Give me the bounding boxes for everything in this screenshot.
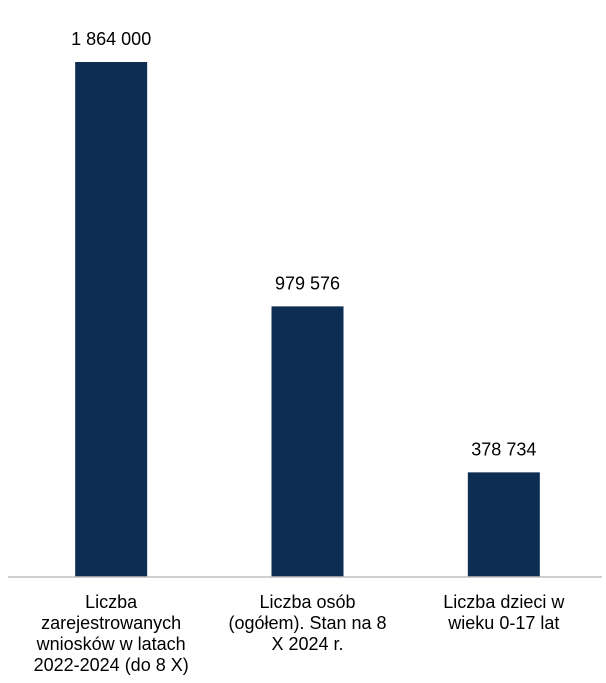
value-labels-group: 1 864 000 979 576 378 734 [71,29,536,459]
category-label-line: wieku 0-17 lat [447,613,559,633]
category-labels-group: Liczba zarejestrowanych wniosków w latach 2… [34,592,566,675]
bar-1 [75,62,148,577]
category-label-3: Liczba dzieci w wieku 0-17 lat [443,592,565,633]
category-label-line: 2022-2024 (do 8 X) [34,655,189,675]
bars-group [75,62,540,577]
bar-2 [271,306,344,577]
category-label-line: X 2024 r. [271,634,343,654]
bar-3 [467,472,540,577]
category-label-line: (ogółem). Stan na 8 [228,613,386,633]
data-label-2: 979 576 [275,273,340,293]
category-label-line: Liczba osób [259,592,355,612]
category-label-line: wniosków w latach [36,634,186,654]
category-label-1: Liczba zarejestrowanych wniosków w latach 2… [34,592,189,675]
category-label-line: zarejestrowanych [41,613,181,633]
category-label-line: Liczba [85,592,138,612]
category-label-line: Liczba dzieci w [443,592,565,612]
data-label-1: 1 864 000 [71,29,151,49]
data-label-3: 378 734 [471,439,536,459]
